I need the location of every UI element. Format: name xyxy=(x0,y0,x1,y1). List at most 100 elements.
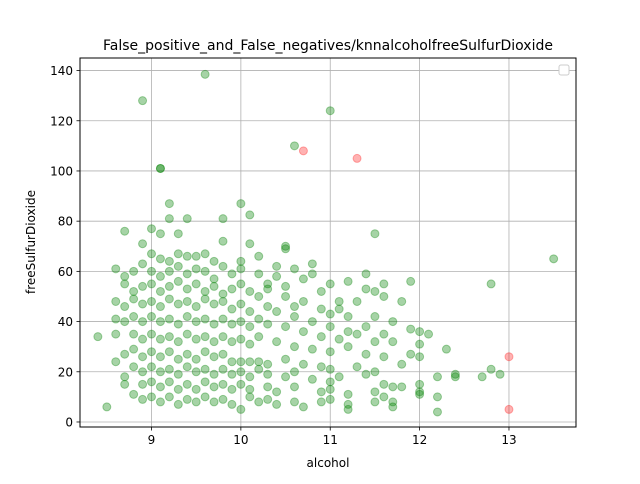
correct-prediction-point xyxy=(361,269,371,279)
correct-prediction-point xyxy=(343,389,353,399)
correct-prediction-point xyxy=(155,367,165,377)
correct-prediction-point xyxy=(200,69,210,79)
correct-prediction-point xyxy=(164,256,174,266)
correct-prediction-point xyxy=(343,327,353,337)
correct-prediction-point xyxy=(316,387,326,397)
correct-prediction-point xyxy=(254,291,264,301)
correct-prediction-point xyxy=(155,163,165,173)
correct-prediction-point xyxy=(200,314,210,324)
correct-prediction-point xyxy=(236,264,246,274)
correct-prediction-point xyxy=(138,96,148,106)
correct-prediction-point xyxy=(263,394,273,404)
correct-prediction-point xyxy=(182,251,192,261)
correct-prediction-point xyxy=(155,352,165,362)
correct-prediction-point xyxy=(245,392,255,402)
correct-prediction-point xyxy=(388,317,398,327)
correct-prediction-point xyxy=(325,322,335,332)
correct-prediction-point xyxy=(218,289,228,299)
correct-prediction-point xyxy=(236,317,246,327)
correct-prediction-point xyxy=(182,296,192,306)
correct-prediction-point xyxy=(432,392,442,402)
correct-prediction-point xyxy=(155,286,165,296)
correct-prediction-point xyxy=(138,239,148,249)
correct-prediction-point xyxy=(361,322,371,332)
correct-prediction-point xyxy=(289,264,299,274)
correct-prediction-point xyxy=(173,319,183,329)
correct-prediction-point xyxy=(129,266,139,276)
correct-prediction-point xyxy=(325,309,335,319)
correct-prediction-point xyxy=(298,359,308,369)
correct-prediction-point xyxy=(325,377,335,387)
correct-prediction-point xyxy=(281,372,291,382)
y-axis-ticks: 0 20 40 60 80 100 120 140 xyxy=(50,64,80,429)
correct-prediction-point xyxy=(272,337,282,347)
correct-prediction-point xyxy=(173,337,183,347)
correct-prediction-point xyxy=(272,261,282,271)
correct-prediction-point xyxy=(316,397,326,407)
correct-prediction-point xyxy=(415,379,425,389)
correct-prediction-point xyxy=(432,407,442,417)
correct-prediction-point xyxy=(236,279,246,289)
y-tick-label: 140 xyxy=(50,64,73,78)
x-tick-label: 9 xyxy=(148,433,156,447)
correct-prediction-point xyxy=(200,377,210,387)
correct-prediction-point xyxy=(173,261,183,271)
correct-prediction-point xyxy=(111,264,121,274)
correct-prediction-point xyxy=(272,399,282,409)
correct-prediction-point xyxy=(164,347,174,357)
correct-prediction-point xyxy=(289,382,299,392)
correct-prediction-point xyxy=(298,274,308,284)
y-axis-label: freeSulfurDioxide xyxy=(24,190,38,294)
correct-prediction-point xyxy=(263,369,273,379)
correct-prediction-point xyxy=(173,276,183,286)
y-tick-label: 60 xyxy=(58,265,73,279)
correct-prediction-point xyxy=(111,329,121,339)
correct-prediction-point xyxy=(245,286,255,296)
correct-prediction-point xyxy=(352,296,362,306)
correct-prediction-point xyxy=(334,372,344,382)
correct-prediction-point xyxy=(325,106,335,116)
correct-prediction-point xyxy=(146,329,156,339)
correct-prediction-point xyxy=(138,281,148,291)
correct-prediction-point xyxy=(352,362,362,372)
correct-prediction-point xyxy=(254,314,264,324)
correct-prediction-point xyxy=(146,362,156,372)
correct-prediction-point xyxy=(173,249,183,259)
correct-prediction-point xyxy=(263,302,273,312)
correct-prediction-point xyxy=(236,199,246,209)
correct-prediction-point xyxy=(406,324,416,334)
correct-prediction-point xyxy=(182,362,192,372)
correct-prediction-point xyxy=(209,369,219,379)
correct-prediction-point xyxy=(272,387,282,397)
correct-prediction-point xyxy=(388,337,398,347)
correct-prediction-point xyxy=(138,259,148,269)
correct-prediction-point xyxy=(173,384,183,394)
correct-prediction-point xyxy=(263,382,273,392)
correct-prediction-point xyxy=(129,286,139,296)
correct-prediction-point xyxy=(191,279,201,289)
x-axis-label: alcohol xyxy=(307,456,350,470)
correct-prediction-point xyxy=(129,362,139,372)
correct-prediction-point xyxy=(343,312,353,322)
correct-prediction-point xyxy=(218,379,228,389)
correct-prediction-point xyxy=(486,364,496,374)
correct-prediction-point xyxy=(164,281,174,291)
correct-prediction-point xyxy=(200,286,210,296)
correct-prediction-point xyxy=(155,382,165,392)
correct-prediction-point xyxy=(361,369,371,379)
correct-prediction-point xyxy=(236,256,246,266)
correct-prediction-point xyxy=(325,384,335,394)
correct-prediction-point xyxy=(209,397,219,407)
correct-prediction-point xyxy=(164,364,174,374)
correct-prediction-point xyxy=(307,269,317,279)
correct-prediction-point xyxy=(334,296,344,306)
correct-prediction-point xyxy=(307,344,317,354)
correct-prediction-point xyxy=(218,364,228,374)
data-points xyxy=(93,69,559,417)
correct-prediction-point xyxy=(182,312,192,322)
correct-prediction-point xyxy=(218,236,228,246)
correct-prediction-point xyxy=(298,402,308,412)
correct-prediction-point xyxy=(415,387,425,397)
